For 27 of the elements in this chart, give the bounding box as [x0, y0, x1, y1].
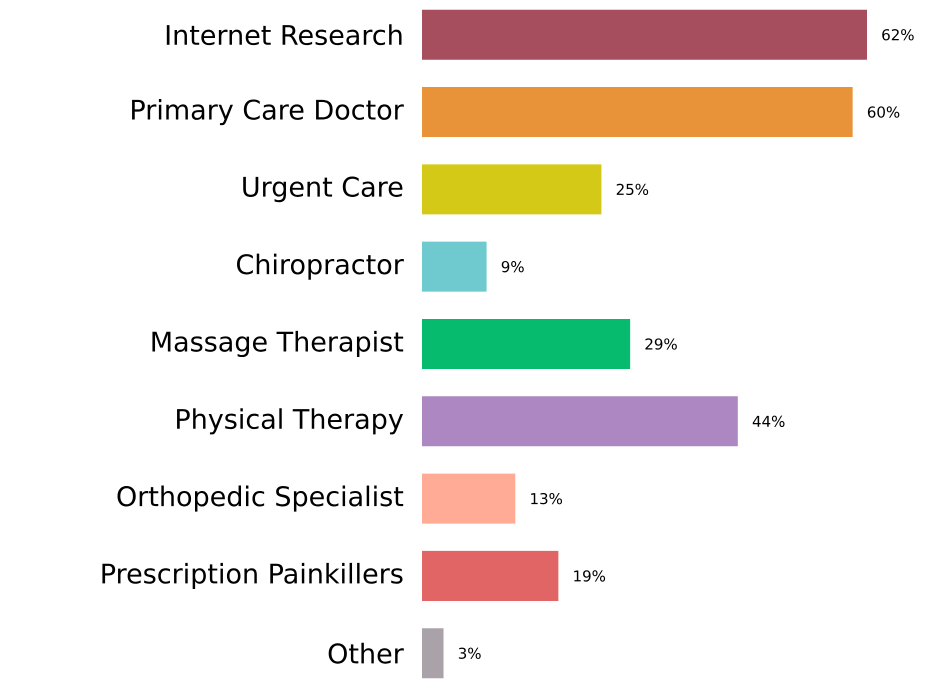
- y-tick-label: Other: [328, 642, 404, 664]
- y-tick-label: Chiropractor: [236, 254, 404, 280]
- bar: [422, 474, 516, 524]
- bar: [422, 164, 602, 214]
- bar: [422, 87, 853, 138]
- y-tick-label: Primary Care Doctor: [132, 98, 404, 126]
- data-label: 62%: [882, 29, 914, 40]
- y-tick-label: Urgent Care: [243, 176, 402, 202]
- data-label: 29%: [645, 338, 677, 350]
- y-tick-label: Massage Therapist: [152, 330, 404, 358]
- bar: [422, 396, 738, 446]
- bar: [422, 318, 630, 369]
- data-label: 9%: [502, 261, 524, 272]
- y-tick-label: Physical Therapy: [177, 408, 404, 434]
- data-label: 60%: [868, 106, 900, 118]
- data-label: 25%: [616, 184, 648, 196]
- y-tick-label: Internet Research: [166, 24, 402, 46]
- bar: [422, 628, 444, 678]
- data-label: 19%: [574, 570, 606, 582]
- y-tick-label: Orthopedic Specialist: [118, 486, 404, 512]
- data-label: 44%: [752, 416, 785, 427]
- data-label: 13%: [531, 492, 562, 504]
- bar: [422, 550, 558, 601]
- bar: [422, 242, 487, 292]
- data-label: 3%: [458, 648, 481, 659]
- bar: [422, 10, 867, 60]
- y-tick-label: Prescription Painkillers: [102, 562, 403, 589]
